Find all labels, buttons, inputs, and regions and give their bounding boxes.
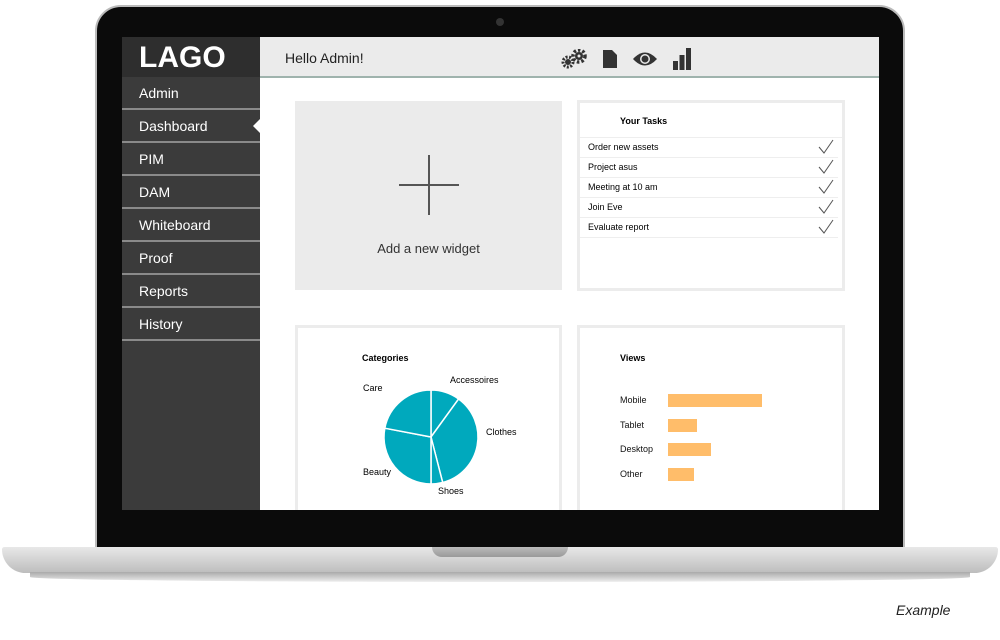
task-item[interactable]: Project asus	[580, 158, 838, 178]
views-title: Views	[620, 353, 646, 363]
bar-label: Mobile	[620, 395, 647, 405]
categories-widget: Categories Accessoires Clothes Shoes Beauty…	[295, 325, 562, 510]
bar-label: Tablet	[620, 419, 645, 430]
categories-title: Categories	[362, 353, 409, 363]
checkmark-icon[interactable]	[818, 179, 834, 195]
checkmark-icon[interactable]	[818, 219, 834, 235]
add-widget-button[interactable]: Add a new widget	[295, 101, 562, 290]
pie-label: Care	[363, 383, 383, 393]
sidebar-item-dam[interactable]: DAM	[122, 176, 260, 209]
pie-label: Beauty	[363, 467, 392, 477]
pie-slice-clothes	[430, 397, 479, 484]
views-widget: Views Mobile Tablet Desktop Other	[577, 325, 845, 510]
task-item[interactable]: Evaluate report	[580, 218, 838, 238]
logo: LAGO	[122, 37, 260, 77]
pie-slice-care	[383, 389, 432, 438]
pie-label: Shoes	[438, 486, 464, 496]
task-item[interactable]: Join Eve	[580, 198, 838, 218]
sidebar-item-whiteboard[interactable]: Whiteboard	[122, 209, 260, 242]
sidebar-item-reports[interactable]: Reports	[122, 275, 260, 308]
webcam	[496, 18, 504, 26]
caption: Example	[896, 602, 951, 618]
pie-slice-beauty	[383, 427, 432, 485]
add-widget-label: Add a new widget	[377, 241, 480, 256]
pie-label: Clothes	[486, 427, 517, 437]
sidebar-item-history[interactable]: History	[122, 308, 260, 341]
task-label: Meeting at 10 am	[588, 182, 658, 192]
plus-icon-vertical	[428, 155, 430, 215]
top-bar: Hello Admin!	[260, 37, 879, 78]
laptop-base-edge	[30, 572, 970, 582]
gears-icon[interactable]	[560, 49, 588, 69]
pie-label: Accessoires	[450, 375, 499, 385]
tasks-title: Your Tasks	[580, 103, 842, 138]
task-label: Order new assets	[588, 142, 659, 152]
bar-label: Desktop	[620, 444, 654, 454]
sidebar: LAGO Admin Dashboard PIM DAM Whiteboard Proof…	[122, 37, 260, 510]
laptop-notch	[432, 547, 568, 557]
sidebar-item-pim[interactable]: PIM	[122, 143, 260, 176]
checkmark-icon[interactable]	[818, 139, 834, 155]
task-item[interactable]: Order new assets	[580, 138, 838, 158]
checkmark-icon[interactable]	[818, 159, 834, 175]
bar-desktop	[668, 443, 711, 456]
task-item[interactable]: Meeting at 10 am	[580, 178, 838, 198]
bar-mobile	[668, 394, 762, 407]
tasks-widget: Your Tasks Order new assets Project asus M…	[577, 100, 845, 291]
sidebar-item-proof[interactable]: Proof	[122, 242, 260, 275]
bar-label: Other	[620, 468, 643, 479]
task-label: Join Eve	[588, 202, 623, 212]
checkmark-icon[interactable]	[818, 199, 834, 215]
sidebar-item-dashboard[interactable]: Dashboard	[122, 110, 260, 143]
sidebar-item-admin[interactable]: Admin	[122, 77, 260, 110]
pie-chart: Accessoires Clothes Shoes Beauty Care	[363, 375, 517, 496]
bar-chart-icon[interactable]	[672, 48, 692, 70]
bar-other	[668, 467, 694, 481]
bar-tablet	[668, 418, 697, 432]
task-label: Evaluate report	[588, 222, 650, 232]
screen: LAGO Admin Dashboard PIM DAM Whiteboard Proof…	[122, 37, 879, 510]
greeting: Hello Admin!	[285, 50, 364, 66]
task-label: Project asus	[588, 162, 638, 172]
document-icon[interactable]	[602, 49, 618, 69]
eye-icon[interactable]	[632, 50, 658, 68]
